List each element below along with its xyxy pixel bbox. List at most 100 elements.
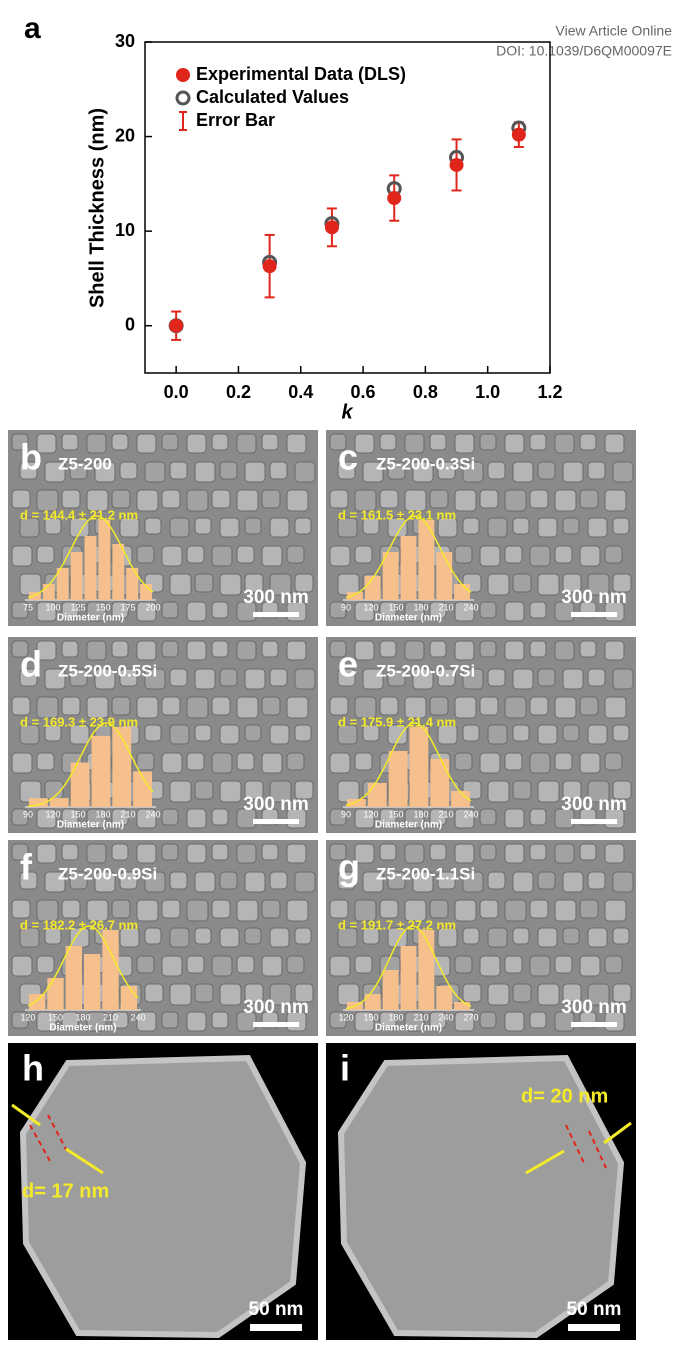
particle [237,490,258,511]
particle [530,900,548,918]
particle [488,781,509,802]
particle [295,928,311,944]
sample-name: Z5-200 [58,454,112,473]
particle [455,641,474,660]
hist-tick-label: 150 [48,1012,63,1022]
scale-bar [571,819,617,824]
particle [162,753,182,773]
particle [137,900,158,921]
hist-tick-label: 210 [438,602,453,612]
particle [112,697,130,715]
hist-tick-label: 240 [463,602,478,612]
hist-tick-label: 120 [20,1012,35,1022]
particle [187,602,206,621]
particle [270,928,289,947]
particle [87,434,106,453]
particle [355,546,372,563]
scale-bar [568,1324,620,1331]
particle [37,546,54,563]
hist-bar [383,970,399,1010]
particle [212,1012,228,1028]
particle [455,697,476,718]
particle [162,1012,178,1028]
particle [488,518,507,537]
hist-tick-label: 180 [95,809,110,819]
particle [195,928,211,944]
particle [513,518,529,534]
particle [338,781,359,802]
particle [162,900,180,918]
particle [262,956,282,976]
x-tick-label: 1.2 [537,382,562,402]
particle [245,518,261,534]
particle [187,900,208,921]
particle [212,956,232,976]
particle [212,546,232,566]
hist-tick-label: 150 [70,809,85,819]
particle [170,781,191,802]
particle [237,641,256,660]
hist-tick-label: 180 [388,1012,403,1022]
particle [530,602,546,618]
hist-tick-label: 125 [70,602,85,612]
hist-tick-label: 120 [363,602,378,612]
experimental-point [169,319,183,333]
particle [480,697,498,715]
particle [513,669,533,689]
particle [580,546,600,566]
particle [195,872,215,892]
particle [295,872,315,892]
particle [530,546,550,566]
legend-marker [179,112,187,130]
hist-bar [401,946,417,1010]
particle [262,900,280,918]
particle [245,725,261,741]
sample-name: Z5-200-1.1Si [376,864,475,883]
particle [220,462,237,479]
particle [505,809,524,828]
particle [162,697,180,715]
view-online[interactable]: View Article Online [556,23,673,39]
particle [613,462,633,482]
particle [195,984,213,1002]
hist-axis-label: Diameter (nm) [375,820,442,831]
particle [530,809,546,825]
particle [430,641,446,657]
panel-label: d [20,644,42,685]
particle [112,641,128,657]
hist-bar [47,978,63,1010]
particle [112,434,128,450]
particle [380,844,396,860]
particle [37,753,54,770]
hist-bar [454,584,470,600]
particle [287,956,304,973]
particle [145,725,161,741]
particle [12,490,30,508]
particle [212,809,228,825]
particle [330,900,348,918]
particle [212,490,230,508]
particle [145,984,163,1002]
y-tick-label: 20 [115,125,135,145]
particle [162,546,182,566]
hist-bar [92,736,111,807]
particle [505,602,524,621]
particle [137,844,156,863]
particle [212,641,228,657]
particle [220,518,239,537]
particle [588,518,607,537]
scale-bar [253,819,299,824]
particle [287,490,308,511]
particle [212,844,228,860]
particle [555,753,572,770]
particle [505,434,524,453]
particle [588,872,605,889]
particle [455,844,474,863]
particle [505,900,526,921]
hist-tick-label: 120 [45,809,60,819]
hist-tick-label: 200 [145,602,160,612]
particle [530,1012,546,1028]
hist-bar [401,536,417,600]
size-text: d= 20 nm [521,1085,608,1107]
hist-tick-label: 180 [75,1012,90,1022]
